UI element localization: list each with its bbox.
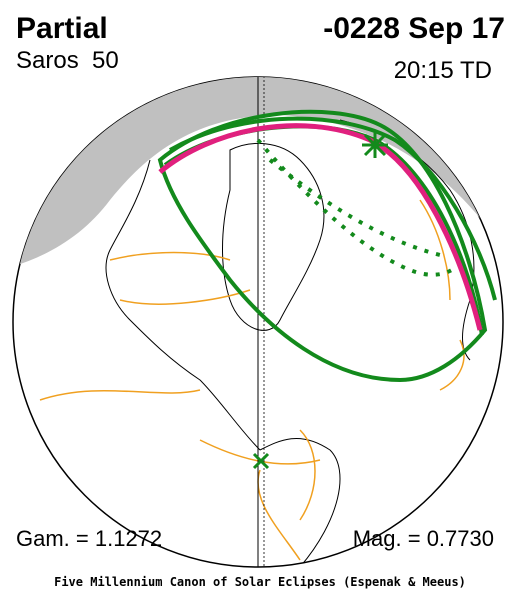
gamma: Gam. = 1.1272 <box>16 526 162 551</box>
eclipse-type: Partial <box>16 12 108 45</box>
subsolar-marker <box>252 452 270 470</box>
credit: Five Millennium Canon of Solar Eclipses … <box>54 575 466 589</box>
date: -0228 Sep 17 <box>323 12 505 45</box>
dotted-curve <box>268 158 441 257</box>
magnitude: Mag. = 0.7730 <box>353 526 494 551</box>
eclipse-limit <box>169 116 497 301</box>
greatest-eclipse-marker <box>362 132 388 158</box>
coastline <box>105 159 341 567</box>
saros: Saros 50 <box>16 47 119 74</box>
eclipse-limit <box>157 109 488 383</box>
time: 20:15 TD <box>394 57 492 84</box>
